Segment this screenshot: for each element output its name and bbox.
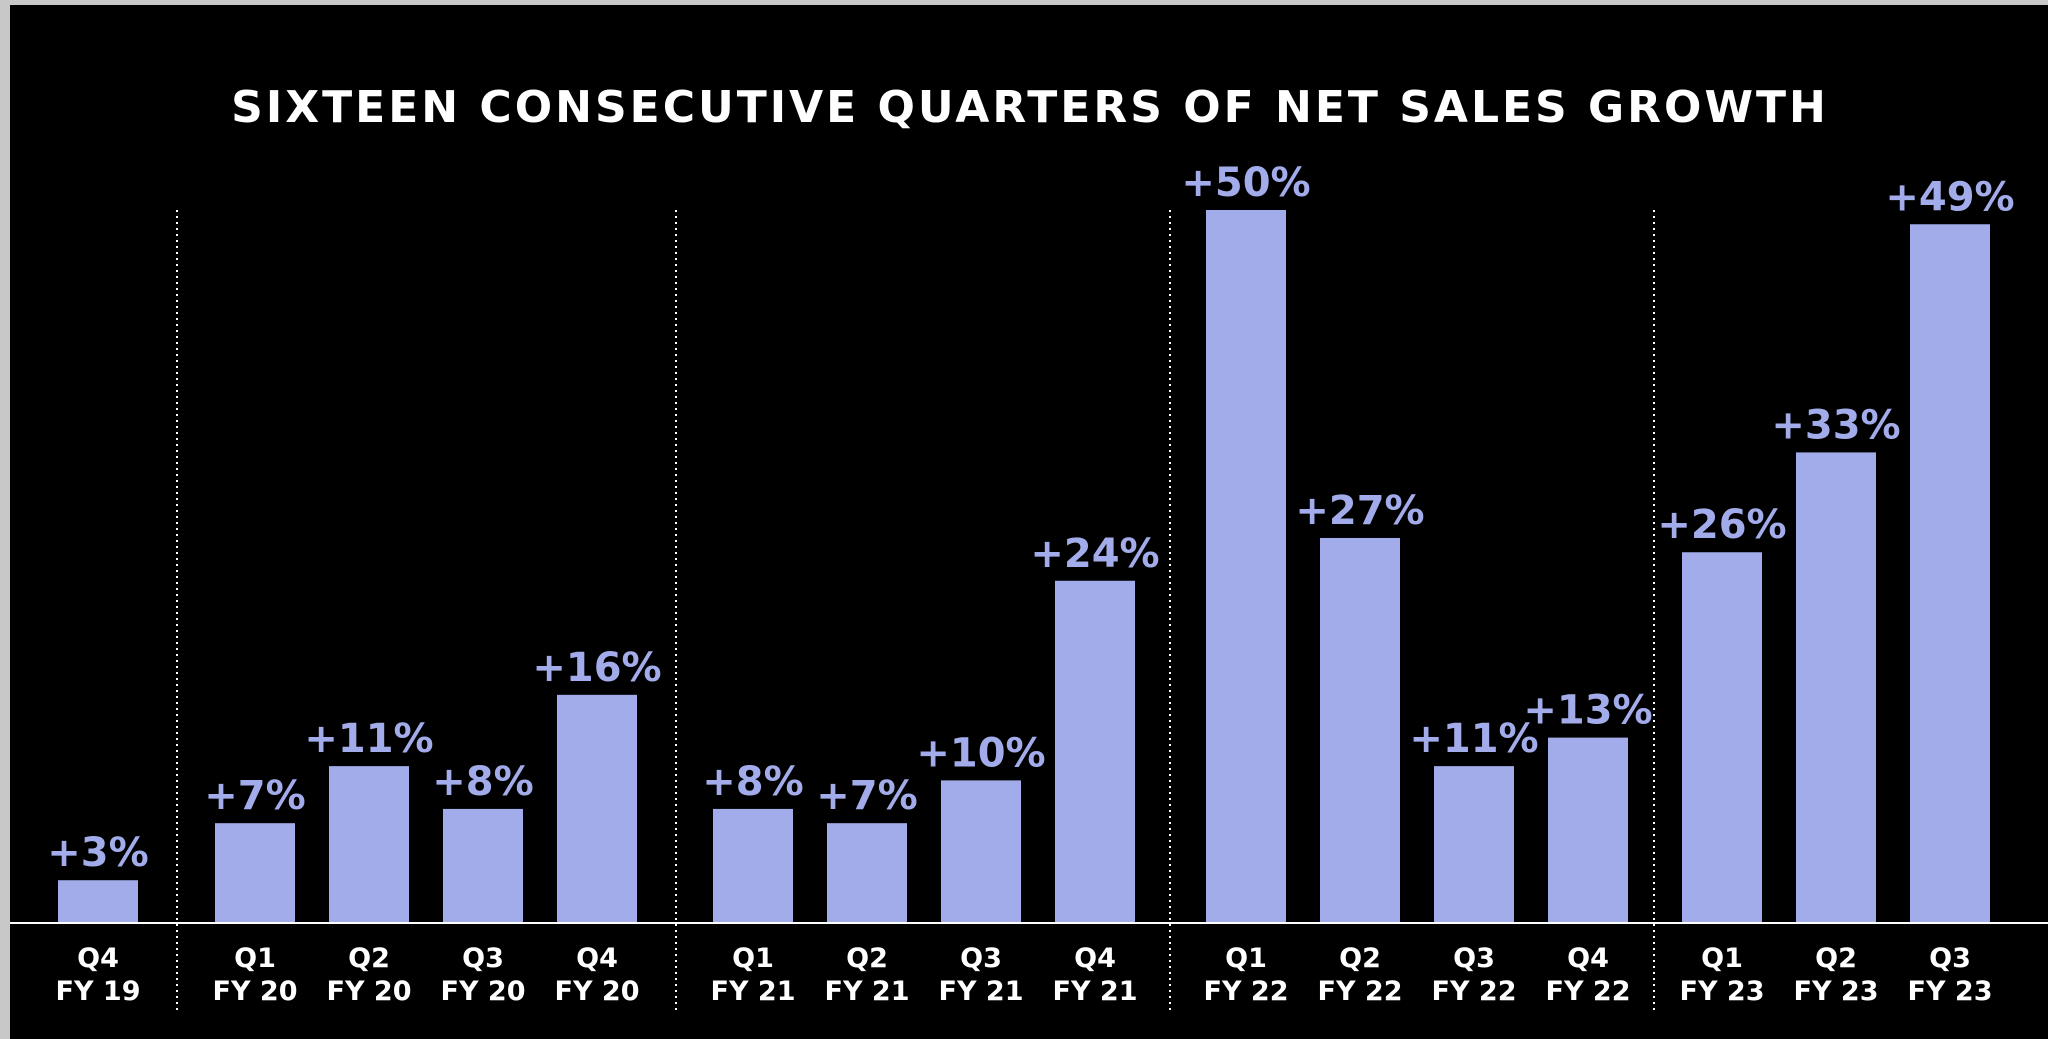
tick-quarter-0: Q4	[77, 943, 119, 974]
tick-quarter-8: Q4	[1074, 943, 1116, 974]
value-label-3: +8%	[432, 759, 533, 805]
value-label-12: +13%	[1523, 688, 1652, 734]
bar-13	[1682, 552, 1762, 923]
bar-8	[1055, 580, 1135, 923]
value-label-6: +7%	[816, 773, 917, 819]
bar-10	[1320, 537, 1400, 923]
bar-6	[827, 823, 907, 923]
value-label-8: +24%	[1030, 531, 1159, 577]
value-label-10: +27%	[1295, 488, 1424, 534]
tick-quarter-5: Q1	[732, 943, 774, 974]
bar-9	[1206, 210, 1286, 923]
tick-quarter-7: Q3	[960, 943, 1002, 974]
tick-fiscal-year-15: FY 23	[1908, 976, 1993, 1007]
tick-fiscal-year-6: FY 21	[825, 976, 910, 1007]
tick-quarter-15: Q3	[1929, 943, 1971, 974]
tick-fiscal-year-9: FY 22	[1204, 976, 1289, 1007]
value-label-13: +26%	[1657, 502, 1786, 548]
bar-2	[329, 766, 409, 923]
bars	[58, 210, 1990, 923]
tick-fiscal-year-10: FY 22	[1318, 976, 1403, 1007]
tick-fiscal-year-4: FY 20	[555, 976, 640, 1007]
value-label-14: +33%	[1771, 402, 1900, 448]
bar-15	[1910, 224, 1990, 923]
bar-0	[58, 880, 138, 923]
value-label-15: +49%	[1885, 174, 2014, 220]
tick-quarter-6: Q2	[846, 943, 888, 974]
bar-1	[215, 823, 295, 923]
bar-3	[443, 808, 523, 923]
bar-7	[941, 780, 1021, 923]
bar-14	[1796, 452, 1876, 923]
tick-fiscal-year-5: FY 21	[711, 976, 796, 1007]
value-label-5: +8%	[702, 759, 803, 805]
tick-fiscal-year-2: FY 20	[327, 976, 412, 1007]
tick-fiscal-year-1: FY 20	[213, 976, 298, 1007]
tick-fiscal-year-0: FY 19	[56, 976, 141, 1007]
tick-quarter-10: Q2	[1339, 943, 1381, 974]
tick-fiscal-year-14: FY 23	[1794, 976, 1879, 1007]
value-label-0: +3%	[47, 830, 148, 876]
tick-fiscal-year-8: FY 21	[1053, 976, 1138, 1007]
value-label-11: +11%	[1409, 716, 1538, 762]
bar-12	[1548, 737, 1628, 923]
tick-quarter-12: Q4	[1567, 943, 1609, 974]
tick-fiscal-year-7: FY 21	[939, 976, 1024, 1007]
tick-fiscal-year-11: FY 22	[1432, 976, 1517, 1007]
tick-quarter-2: Q2	[348, 943, 390, 974]
value-label-4: +16%	[532, 645, 661, 691]
value-label-7: +10%	[916, 730, 1045, 776]
tick-quarter-3: Q3	[462, 943, 504, 974]
fiscal-year-dividers	[176, 210, 1655, 1012]
tick-quarter-14: Q2	[1815, 943, 1857, 974]
value-label-2: +11%	[304, 716, 433, 762]
tick-quarter-9: Q1	[1225, 943, 1267, 974]
tick-fiscal-year-3: FY 20	[441, 976, 526, 1007]
bar-4	[557, 694, 637, 923]
tick-quarter-1: Q1	[234, 943, 276, 974]
value-label-1: +7%	[204, 773, 305, 819]
value-label-9: +50%	[1181, 160, 1310, 206]
tick-quarter-4: Q4	[576, 943, 618, 974]
tick-fiscal-year-13: FY 23	[1680, 976, 1765, 1007]
bar-5	[713, 808, 793, 923]
tick-quarter-11: Q3	[1453, 943, 1495, 974]
bar-11	[1434, 766, 1514, 923]
tick-quarter-13: Q1	[1701, 943, 1743, 974]
tick-fiscal-year-12: FY 22	[1546, 976, 1631, 1007]
value-labels: +3%+7%+11%+8%+16%+8% +7%+10%+24%+50%+27%+…	[47, 160, 2014, 876]
chart-title: SIXTEEN CONSECUTIVE QUARTERS OF NET SALE…	[231, 82, 1829, 133]
